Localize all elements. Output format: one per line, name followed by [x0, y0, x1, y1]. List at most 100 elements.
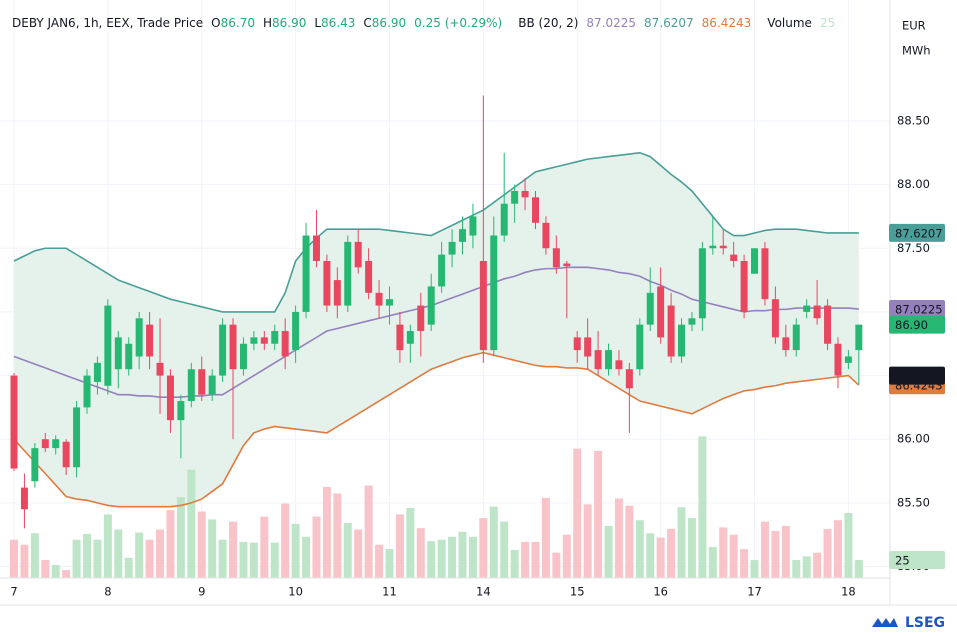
candle-body — [31, 448, 39, 482]
candle-body — [135, 318, 143, 357]
candle-body — [187, 369, 195, 402]
volume-bar — [41, 559, 50, 578]
volume-bar — [10, 539, 18, 578]
volume-marker-box — [889, 550, 945, 569]
candle-body — [646, 292, 654, 325]
volume-bar — [176, 497, 185, 578]
band-value: 87.0225 — [586, 16, 637, 30]
candle-body — [730, 254, 738, 261]
volume-bar — [708, 546, 717, 578]
candle-body — [698, 248, 706, 319]
volume-bar — [364, 485, 373, 578]
band-value: 87.6207 — [644, 16, 694, 30]
volume-bar — [385, 549, 394, 578]
volume-bar — [166, 510, 175, 578]
candle-body — [302, 235, 310, 312]
volume-bar — [521, 541, 530, 578]
volume-bar — [93, 539, 102, 578]
volume-bar — [677, 507, 686, 578]
volume-bar — [51, 564, 60, 578]
x-tick-label: 11 — [382, 585, 397, 599]
x-tick-label: 9 — [198, 585, 205, 599]
volume-bar — [114, 529, 123, 578]
x-tick-label: 7 — [10, 585, 17, 599]
price-marker-box — [889, 315, 945, 334]
candle-body — [521, 190, 529, 198]
ohlc-value: 86.43 — [321, 16, 356, 30]
ohlc-value: 86.70 — [220, 16, 255, 30]
candle-body — [448, 241, 456, 255]
candle-body — [250, 337, 258, 344]
candle-body — [20, 487, 28, 510]
candle-body — [10, 375, 18, 469]
candle-body — [41, 439, 49, 449]
x-tick-label: 16 — [653, 585, 668, 599]
candle-body — [709, 245, 717, 249]
candle-body — [52, 439, 60, 449]
volume-bar — [427, 541, 436, 578]
candle-body — [344, 241, 352, 306]
volume-bar — [510, 549, 519, 578]
volume-bar — [124, 557, 133, 578]
volume-bar — [218, 539, 227, 578]
candle-body — [229, 324, 237, 370]
indicator-name: BB (20, 2) — [518, 16, 579, 30]
volume-bar — [771, 531, 780, 578]
volume-bar — [333, 493, 342, 578]
volume-bar — [312, 516, 321, 578]
volume-bar — [541, 497, 550, 578]
band-marker-box — [889, 300, 945, 319]
candle-body — [688, 318, 696, 325]
candle-body — [208, 375, 216, 395]
candle-body — [834, 343, 842, 376]
x-tick-label: 17 — [747, 585, 762, 599]
volume-bar — [354, 529, 363, 578]
ohlc-key: O — [211, 16, 221, 30]
candle-body — [542, 222, 550, 249]
volume-bar — [489, 506, 498, 578]
volume-bar — [625, 505, 634, 578]
volume-bar — [62, 570, 71, 578]
candle-body — [751, 248, 759, 274]
volume-bar — [343, 523, 352, 578]
volume-bar — [583, 504, 592, 578]
band-value: 86.4243 — [701, 16, 752, 30]
candle-body — [427, 286, 435, 325]
candle-body — [803, 305, 811, 312]
price-marker: 86.90 — [895, 318, 928, 332]
candle-body — [563, 263, 571, 267]
volume-bar — [156, 529, 165, 578]
candle-body — [657, 286, 665, 338]
candle-body — [594, 350, 602, 370]
volume-value: 25 — [819, 16, 836, 30]
candle-body — [636, 324, 644, 370]
candle-body — [469, 216, 477, 236]
candle-body — [552, 248, 560, 268]
volume-bar — [302, 536, 311, 578]
volume-bar — [187, 469, 196, 578]
candle-body — [260, 337, 268, 344]
candle-body — [177, 401, 185, 421]
volume-bar — [468, 536, 477, 578]
candle-body — [406, 331, 414, 344]
candle-body — [458, 229, 466, 242]
x-tick-label: 14 — [476, 585, 491, 599]
volume-bar — [573, 448, 582, 578]
volume-bar — [562, 534, 571, 578]
candle-body — [792, 324, 800, 351]
candle-body — [83, 375, 91, 408]
candle-body — [615, 360, 623, 370]
volume-bar — [197, 511, 206, 578]
volume-bar — [614, 498, 623, 578]
volume-bar — [635, 520, 644, 578]
x-tick-label: 10 — [288, 585, 303, 599]
band-fill — [14, 152, 859, 507]
candle-body — [532, 197, 539, 223]
candle-body — [855, 324, 863, 351]
band-marker: 87.6207 — [895, 226, 943, 240]
y-tick-label: 87.50 — [897, 241, 930, 255]
candle-body — [271, 331, 279, 344]
candle-body — [114, 337, 122, 370]
brand-name: LSEG — [904, 615, 945, 631]
volume-bar — [740, 549, 749, 578]
